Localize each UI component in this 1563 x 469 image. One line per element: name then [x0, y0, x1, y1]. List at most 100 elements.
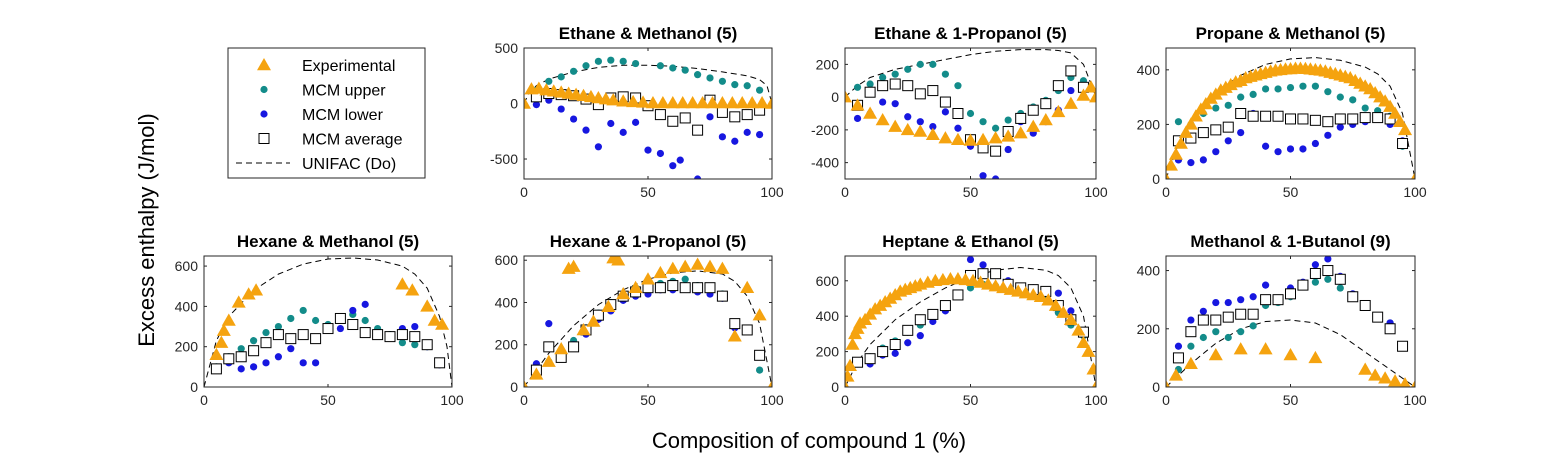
upper-point: [250, 337, 258, 345]
avg-point: [654, 282, 666, 294]
upper-point: [1311, 278, 1319, 286]
exp-point: [665, 261, 680, 274]
lower-point: [1212, 298, 1220, 307]
exp-point: [420, 299, 435, 312]
avg-point: [396, 329, 408, 341]
lower-point: [1224, 298, 1232, 307]
exp-point: [1026, 119, 1041, 132]
avg-point: [1309, 114, 1321, 126]
exp-point: [755, 95, 770, 109]
exp-point: [606, 93, 621, 106]
lower-point: [966, 256, 975, 264]
avg-point: [1359, 112, 1371, 124]
avg-point: [1052, 80, 1064, 92]
x-tick-label: 50: [1283, 392, 1299, 408]
lower-point: [1262, 142, 1270, 150]
legend-label-upper: MCM upper: [302, 83, 386, 100]
avg-point: [1334, 273, 1346, 285]
x-tick-label: 50: [963, 392, 979, 408]
lower-point: [1187, 159, 1195, 167]
lower-point: [1187, 316, 1195, 324]
avg-point: [864, 353, 876, 365]
y-tick-label: -500: [490, 151, 518, 167]
lower-point: [879, 98, 887, 106]
avg-point: [864, 86, 876, 98]
x-tick-label: 0: [841, 184, 849, 200]
avg-point: [1210, 314, 1222, 326]
x-tick-label: 100: [760, 184, 784, 200]
upper-point: [1249, 322, 1257, 330]
x-tick-label: 50: [640, 184, 656, 200]
exp-point: [1063, 96, 1078, 109]
legend-label-lower: MCM lower: [302, 107, 384, 124]
avg-point: [754, 349, 766, 361]
exp-point: [1358, 362, 1373, 375]
y-tick-label: 0: [1152, 171, 1160, 187]
exp-point: [1086, 362, 1096, 375]
exp-point: [1051, 104, 1066, 118]
lower-point: [1067, 86, 1075, 95]
avg-point: [384, 331, 396, 343]
y-tick-label: 0: [190, 379, 198, 395]
legend: Experimental MCM upper MCM lower MCM averag…: [227, 47, 426, 179]
exp-point: [1076, 88, 1091, 101]
avg-point: [1322, 116, 1334, 128]
y-tick-label: 0: [510, 379, 518, 395]
exp-point: [665, 95, 680, 109]
exp-point: [524, 380, 528, 387]
x-tick-label: 100: [1084, 392, 1108, 408]
exp-point: [1188, 109, 1203, 122]
exp-point: [845, 380, 849, 387]
avg-point: [1185, 326, 1197, 338]
exp-point: [900, 122, 915, 136]
y-tick-label: 600: [816, 273, 840, 289]
avg-point: [359, 327, 371, 339]
upper-point: [1174, 118, 1183, 126]
avg-point: [543, 341, 555, 353]
upper-point: [1212, 104, 1220, 112]
lower-point: [669, 162, 677, 170]
y-tick-label: 400: [816, 308, 840, 324]
exp-point: [1393, 114, 1408, 127]
upper-point: [607, 56, 615, 64]
exp-point: [405, 283, 420, 296]
exp-point: [765, 96, 772, 109]
exp-point: [675, 95, 690, 109]
plot-area: [845, 49, 1096, 179]
avg-point: [1272, 294, 1284, 306]
upper-point: [656, 62, 665, 70]
y-tick-label: 400: [495, 294, 519, 310]
exp-point: [845, 90, 852, 103]
upper-point: [1299, 82, 1307, 90]
avg-point: [223, 353, 235, 365]
exp-point: [1368, 368, 1383, 381]
avg-point: [692, 282, 704, 294]
avg-point: [927, 85, 939, 97]
avg-point: [704, 282, 716, 294]
y-tick-label: 200: [1137, 116, 1161, 132]
avg-point: [952, 289, 964, 301]
lower-point: [979, 261, 987, 269]
y-tick-label: 200: [1137, 321, 1161, 337]
exp-point: [1048, 298, 1063, 311]
exp-point: [740, 280, 755, 293]
exp-point: [1308, 350, 1323, 364]
lower-point: [891, 100, 899, 108]
avg-point: [409, 331, 421, 343]
avg-point: [716, 290, 728, 302]
avg-point: [297, 329, 309, 341]
y-tick-label: 0: [1152, 379, 1160, 395]
lower-point: [582, 126, 590, 134]
avg-point: [1347, 291, 1359, 303]
avg-point: [1222, 311, 1234, 323]
avg-point: [235, 351, 247, 363]
legend-marker-avg: [258, 133, 270, 144]
lower-point: [1286, 145, 1295, 153]
exp-point: [888, 119, 903, 132]
upper-point: [966, 109, 975, 118]
exp-point: [435, 317, 450, 330]
exp-point: [241, 287, 256, 300]
exp-point: [1083, 80, 1096, 93]
upper-point: [1187, 342, 1195, 350]
exp-point: [209, 347, 224, 361]
